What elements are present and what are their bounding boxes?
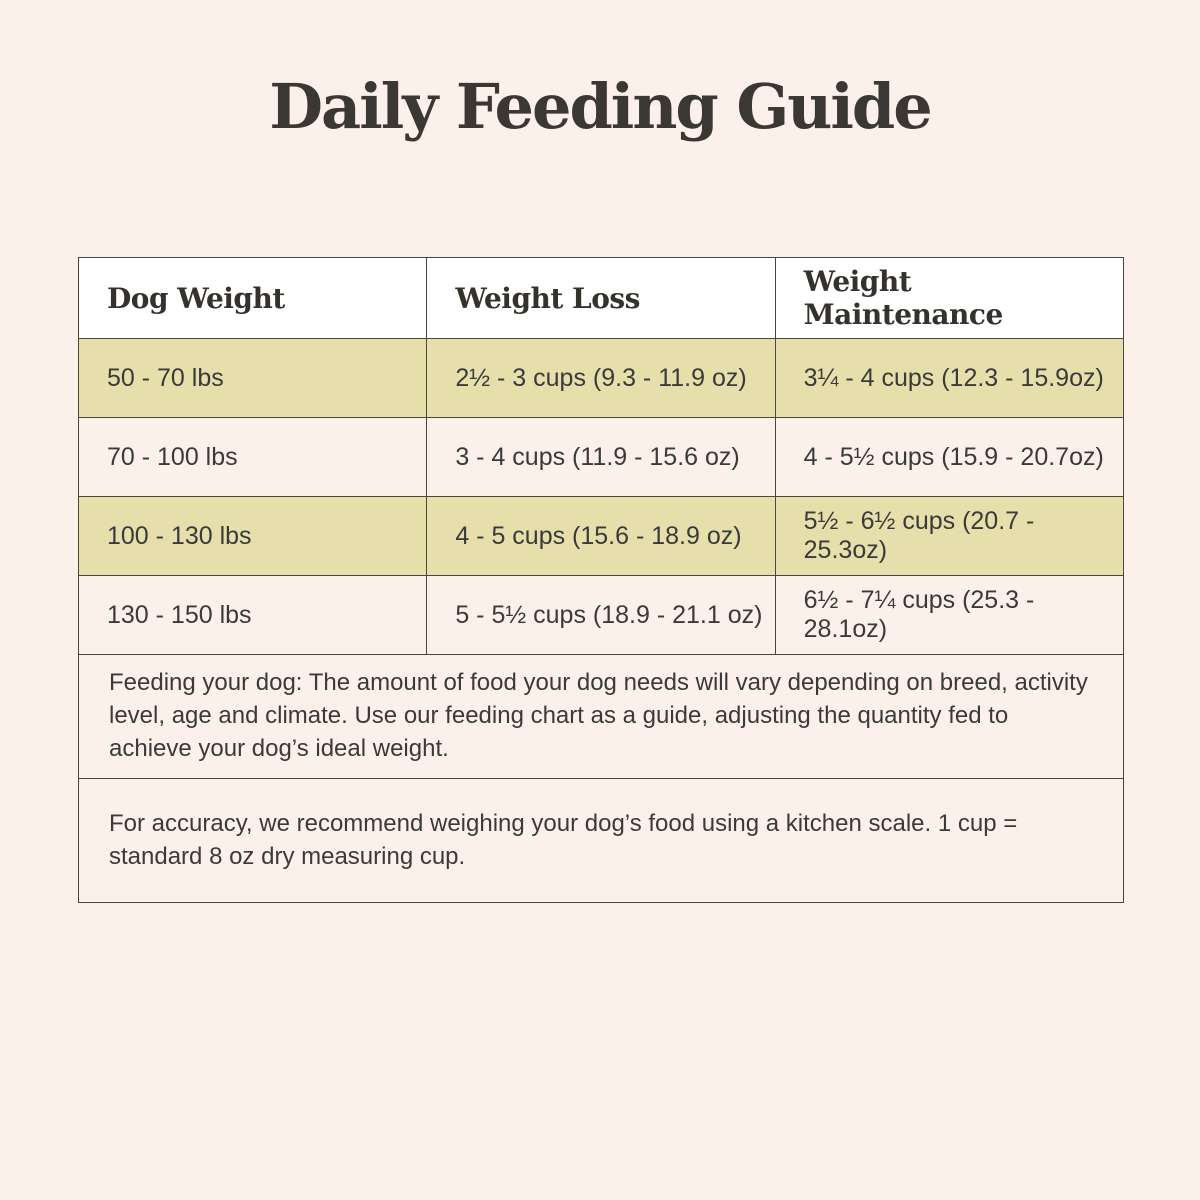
cell-weight-maintenance: 5½ - 6½ cups (20.7 - 25.3oz) [774, 496, 1125, 576]
column-header-weight-loss: Weight Loss [426, 257, 776, 339]
note-measuring-accuracy: For accuracy, we recommend weighing your… [78, 778, 1124, 903]
cell-weight-loss: 5 - 5½ cups (18.9 - 21.1 oz) [426, 575, 776, 655]
table-row: 100 - 130 lbs 4 - 5 cups (15.6 - 18.9 oz… [77, 496, 1125, 576]
cell-dog-weight: 100 - 130 lbs [77, 496, 428, 576]
cell-weight-loss: 3 - 4 cups (11.9 - 15.6 oz) [426, 417, 776, 497]
table-row: 70 - 100 lbs 3 - 4 cups (11.9 - 15.6 oz)… [77, 417, 1125, 497]
note-feeding-guidance: Feeding your dog: The amount of food you… [78, 654, 1124, 779]
feeding-guide-table: Dog Weight Weight Loss Weight Maintenanc… [77, 257, 1125, 903]
note-row-measuring-accuracy: For accuracy, we recommend weighing your… [78, 778, 1124, 903]
page-title: Daily Feeding Guide [269, 70, 932, 143]
note-row-feeding-guidance: Feeding your dog: The amount of food you… [78, 654, 1124, 779]
cell-dog-weight: 70 - 100 lbs [77, 417, 428, 497]
column-header-dog-weight: Dog Weight [77, 257, 428, 339]
cell-dog-weight: 50 - 70 lbs [77, 338, 428, 418]
cell-weight-maintenance: 6½ - 7¼ cups (25.3 - 28.1oz) [774, 575, 1125, 655]
cell-weight-loss: 2½ - 3 cups (9.3 - 11.9 oz) [426, 338, 776, 418]
table-row: 130 - 150 lbs 5 - 5½ cups (18.9 - 21.1 o… [77, 575, 1125, 655]
cell-dog-weight: 130 - 150 lbs [77, 575, 428, 655]
column-header-weight-maintenance: Weight Maintenance [774, 257, 1125, 339]
cell-weight-loss: 4 - 5 cups (15.6 - 18.9 oz) [426, 496, 776, 576]
header-row: Dog Weight Weight Loss Weight Maintenanc… [77, 257, 1125, 339]
cell-weight-maintenance: 3¼ - 4 cups (12.3 - 15.9oz) [774, 338, 1125, 418]
cell-weight-maintenance: 4 - 5½ cups (15.9 - 20.7oz) [774, 417, 1125, 497]
table-row: 50 - 70 lbs 2½ - 3 cups (9.3 - 11.9 oz) … [77, 338, 1125, 418]
